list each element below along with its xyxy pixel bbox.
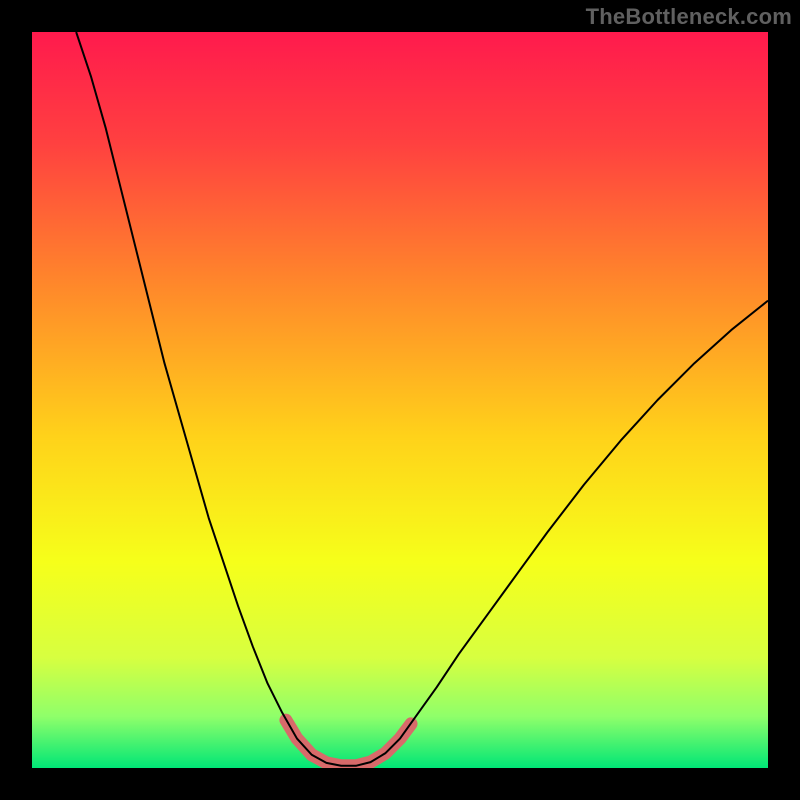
chart-container: TheBottleneck.com bbox=[0, 0, 800, 800]
plot-area bbox=[32, 32, 768, 768]
watermark-text: TheBottleneck.com bbox=[586, 4, 792, 30]
plot-svg bbox=[32, 32, 768, 768]
